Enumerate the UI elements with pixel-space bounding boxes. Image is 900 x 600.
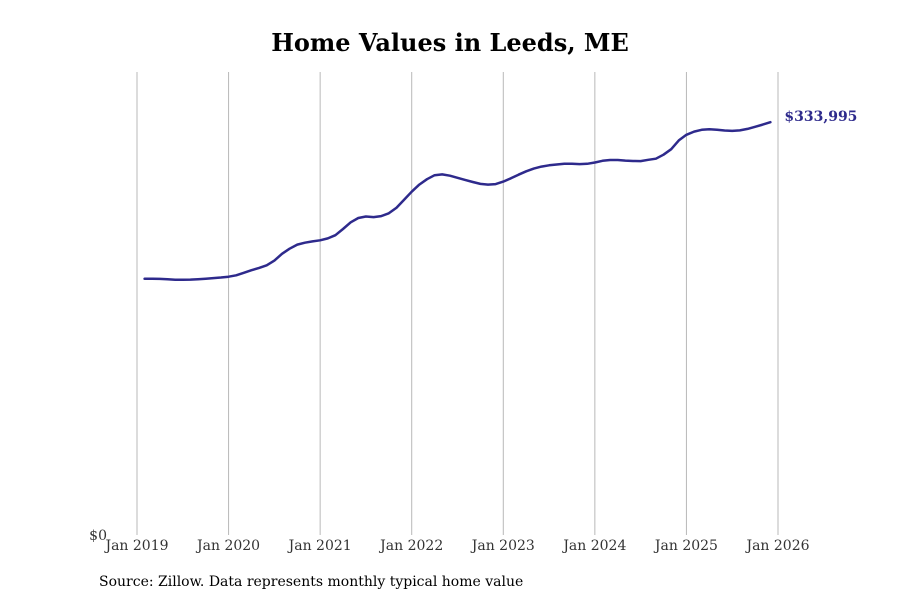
end-label-layer: $333,995 xyxy=(784,109,857,125)
x-axis-ticks: Jan 2019 Jan 2020 Jan 2021 Jan 2022 Jan 2023… xyxy=(103,538,809,554)
series-layer xyxy=(143,120,772,281)
y-axis-ticks: $0 xyxy=(89,528,107,544)
series-line xyxy=(143,120,772,281)
y-tick-label: $0 xyxy=(89,528,107,544)
x-tick-label: Jan 2022 xyxy=(378,538,443,554)
x-tick-label: Jan 2021 xyxy=(287,538,352,554)
x-tick-label: Jan 2024 xyxy=(561,538,626,554)
source-note: Source: Zillow. Data represents monthly … xyxy=(99,574,524,590)
x-tick-label: Jan 2020 xyxy=(195,538,260,554)
gridlines xyxy=(136,72,779,535)
x-tick-label: Jan 2023 xyxy=(470,538,535,554)
x-tick-label: Jan 2026 xyxy=(744,538,809,554)
end-value-label: $333,995 xyxy=(784,109,857,125)
chart-title: Home Values in Leeds, ME xyxy=(271,28,629,57)
x-tick-label: Jan 2019 xyxy=(103,538,168,554)
x-tick-label: Jan 2025 xyxy=(653,538,718,554)
